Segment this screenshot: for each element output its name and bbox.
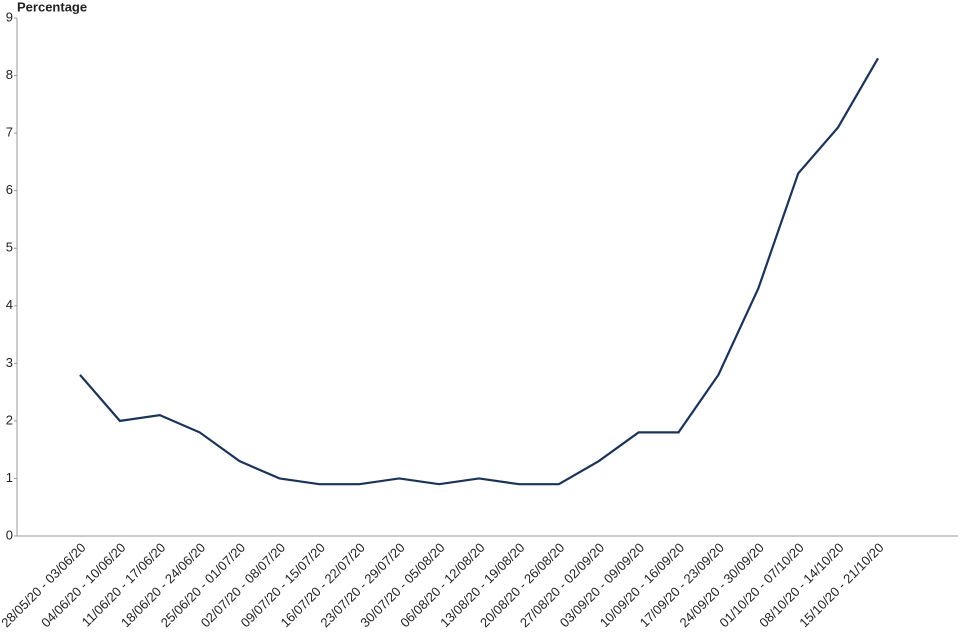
y-tick-label: 9 [6,9,13,24]
y-tick-label: 6 [6,182,13,197]
line [79,57,879,486]
y-tick-label: 4 [6,297,13,312]
y-tick-label: 1 [6,470,13,485]
y-tick-label: 3 [6,355,13,370]
y-axis-label: Percentage [17,0,87,14]
y-tick-label: 8 [6,67,13,82]
y-tick-label: 2 [6,412,13,427]
y-tick-label: 0 [6,527,13,542]
y-tick-label: 5 [6,240,13,255]
y-tick-label: 7 [6,125,13,140]
